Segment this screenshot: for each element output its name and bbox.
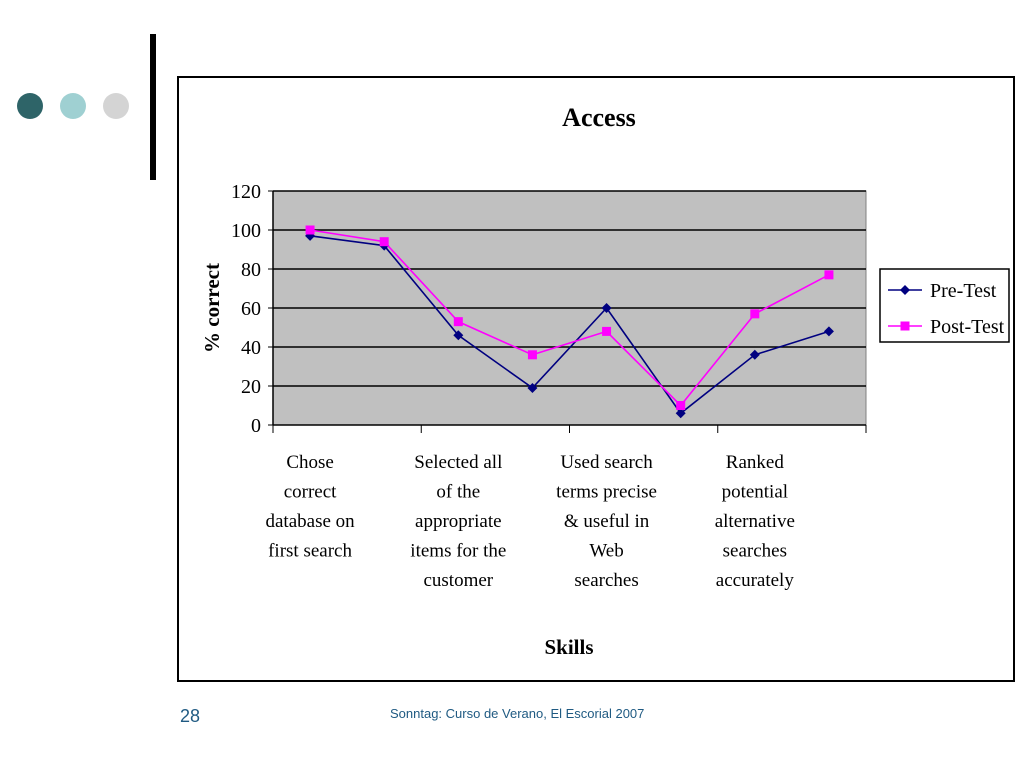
legend-marker — [900, 321, 910, 331]
y-tick-label: 120 — [231, 181, 261, 203]
x-tick-label: database on — [265, 511, 355, 532]
y-tick-label: 20 — [241, 376, 261, 398]
y-tick-label: 0 — [251, 415, 261, 437]
dot-dark-teal — [17, 93, 43, 119]
y-tick-label: 80 — [241, 259, 261, 281]
x-tick-label: correct — [284, 482, 337, 503]
x-tick-label: first search — [268, 541, 352, 562]
data-point-pre-test — [749, 349, 760, 360]
data-point-post-test — [602, 326, 612, 336]
data-point-pre-test — [675, 408, 686, 419]
x-tick-label: potential — [722, 482, 788, 503]
line-chart: Access Skills % correct 0 20 40 60 80 100 120 C… — [200, 103, 1010, 659]
chart-frame: Access Skills % correct 0 20 40 60 80 100 120 C… — [177, 76, 1015, 682]
series-line-pre-test — [309, 235, 830, 415]
x-tick-label: appropriate — [415, 511, 502, 532]
data-point-post-test — [824, 270, 834, 280]
x-tick-label: of the — [436, 482, 480, 503]
x-tick-label: Selected all — [414, 452, 502, 473]
dot-gray — [103, 93, 129, 119]
data-point-pre-test — [453, 330, 464, 341]
data-point-post-test — [676, 401, 686, 410]
data-point-post-test — [453, 317, 463, 327]
data-point-post-test — [379, 237, 389, 247]
slide-vertical-bar — [150, 34, 156, 180]
x-tick-label: Chose — [286, 452, 334, 473]
legend-marker — [900, 285, 910, 295]
data-point-post-test — [305, 225, 315, 235]
x-tick-label: searches — [723, 541, 787, 562]
x-tick-label: items for the — [410, 541, 506, 562]
x-tick-label: terms precise — [556, 482, 657, 503]
x-tick-label: searches — [574, 570, 638, 591]
x-tick-label: Web — [589, 541, 623, 562]
page-number: 28 — [180, 706, 201, 726]
series-line-post-test — [309, 229, 830, 407]
data-point-pre-test — [823, 326, 834, 337]
x-tick-label: Ranked — [726, 452, 785, 473]
data-point-post-test — [527, 350, 537, 360]
y-tick-label: 100 — [231, 220, 261, 242]
x-tick-label: customer — [423, 570, 493, 591]
data-point-pre-test — [601, 303, 612, 313]
y-tick-label: 40 — [241, 337, 261, 359]
footer-text: Sonntag: Curso de Verano, El Escorial 20… — [390, 706, 645, 721]
x-tick-label: & useful in — [564, 511, 650, 532]
data-point-post-test — [750, 309, 760, 319]
legend-label: Post-Test — [930, 316, 1005, 338]
x-tick-label: accurately — [716, 570, 795, 591]
dot-light-teal — [60, 93, 86, 119]
x-tick-label: alternative — [715, 511, 795, 532]
data-point-pre-test — [527, 382, 538, 393]
x-axis-label: Skills — [544, 635, 593, 659]
y-axis-label: % correct — [200, 263, 224, 353]
y-tick-label: 60 — [241, 298, 261, 320]
x-tick-label: Used search — [560, 452, 653, 473]
chart-title: Access — [562, 103, 636, 132]
legend-label: Pre-Test — [930, 280, 997, 302]
